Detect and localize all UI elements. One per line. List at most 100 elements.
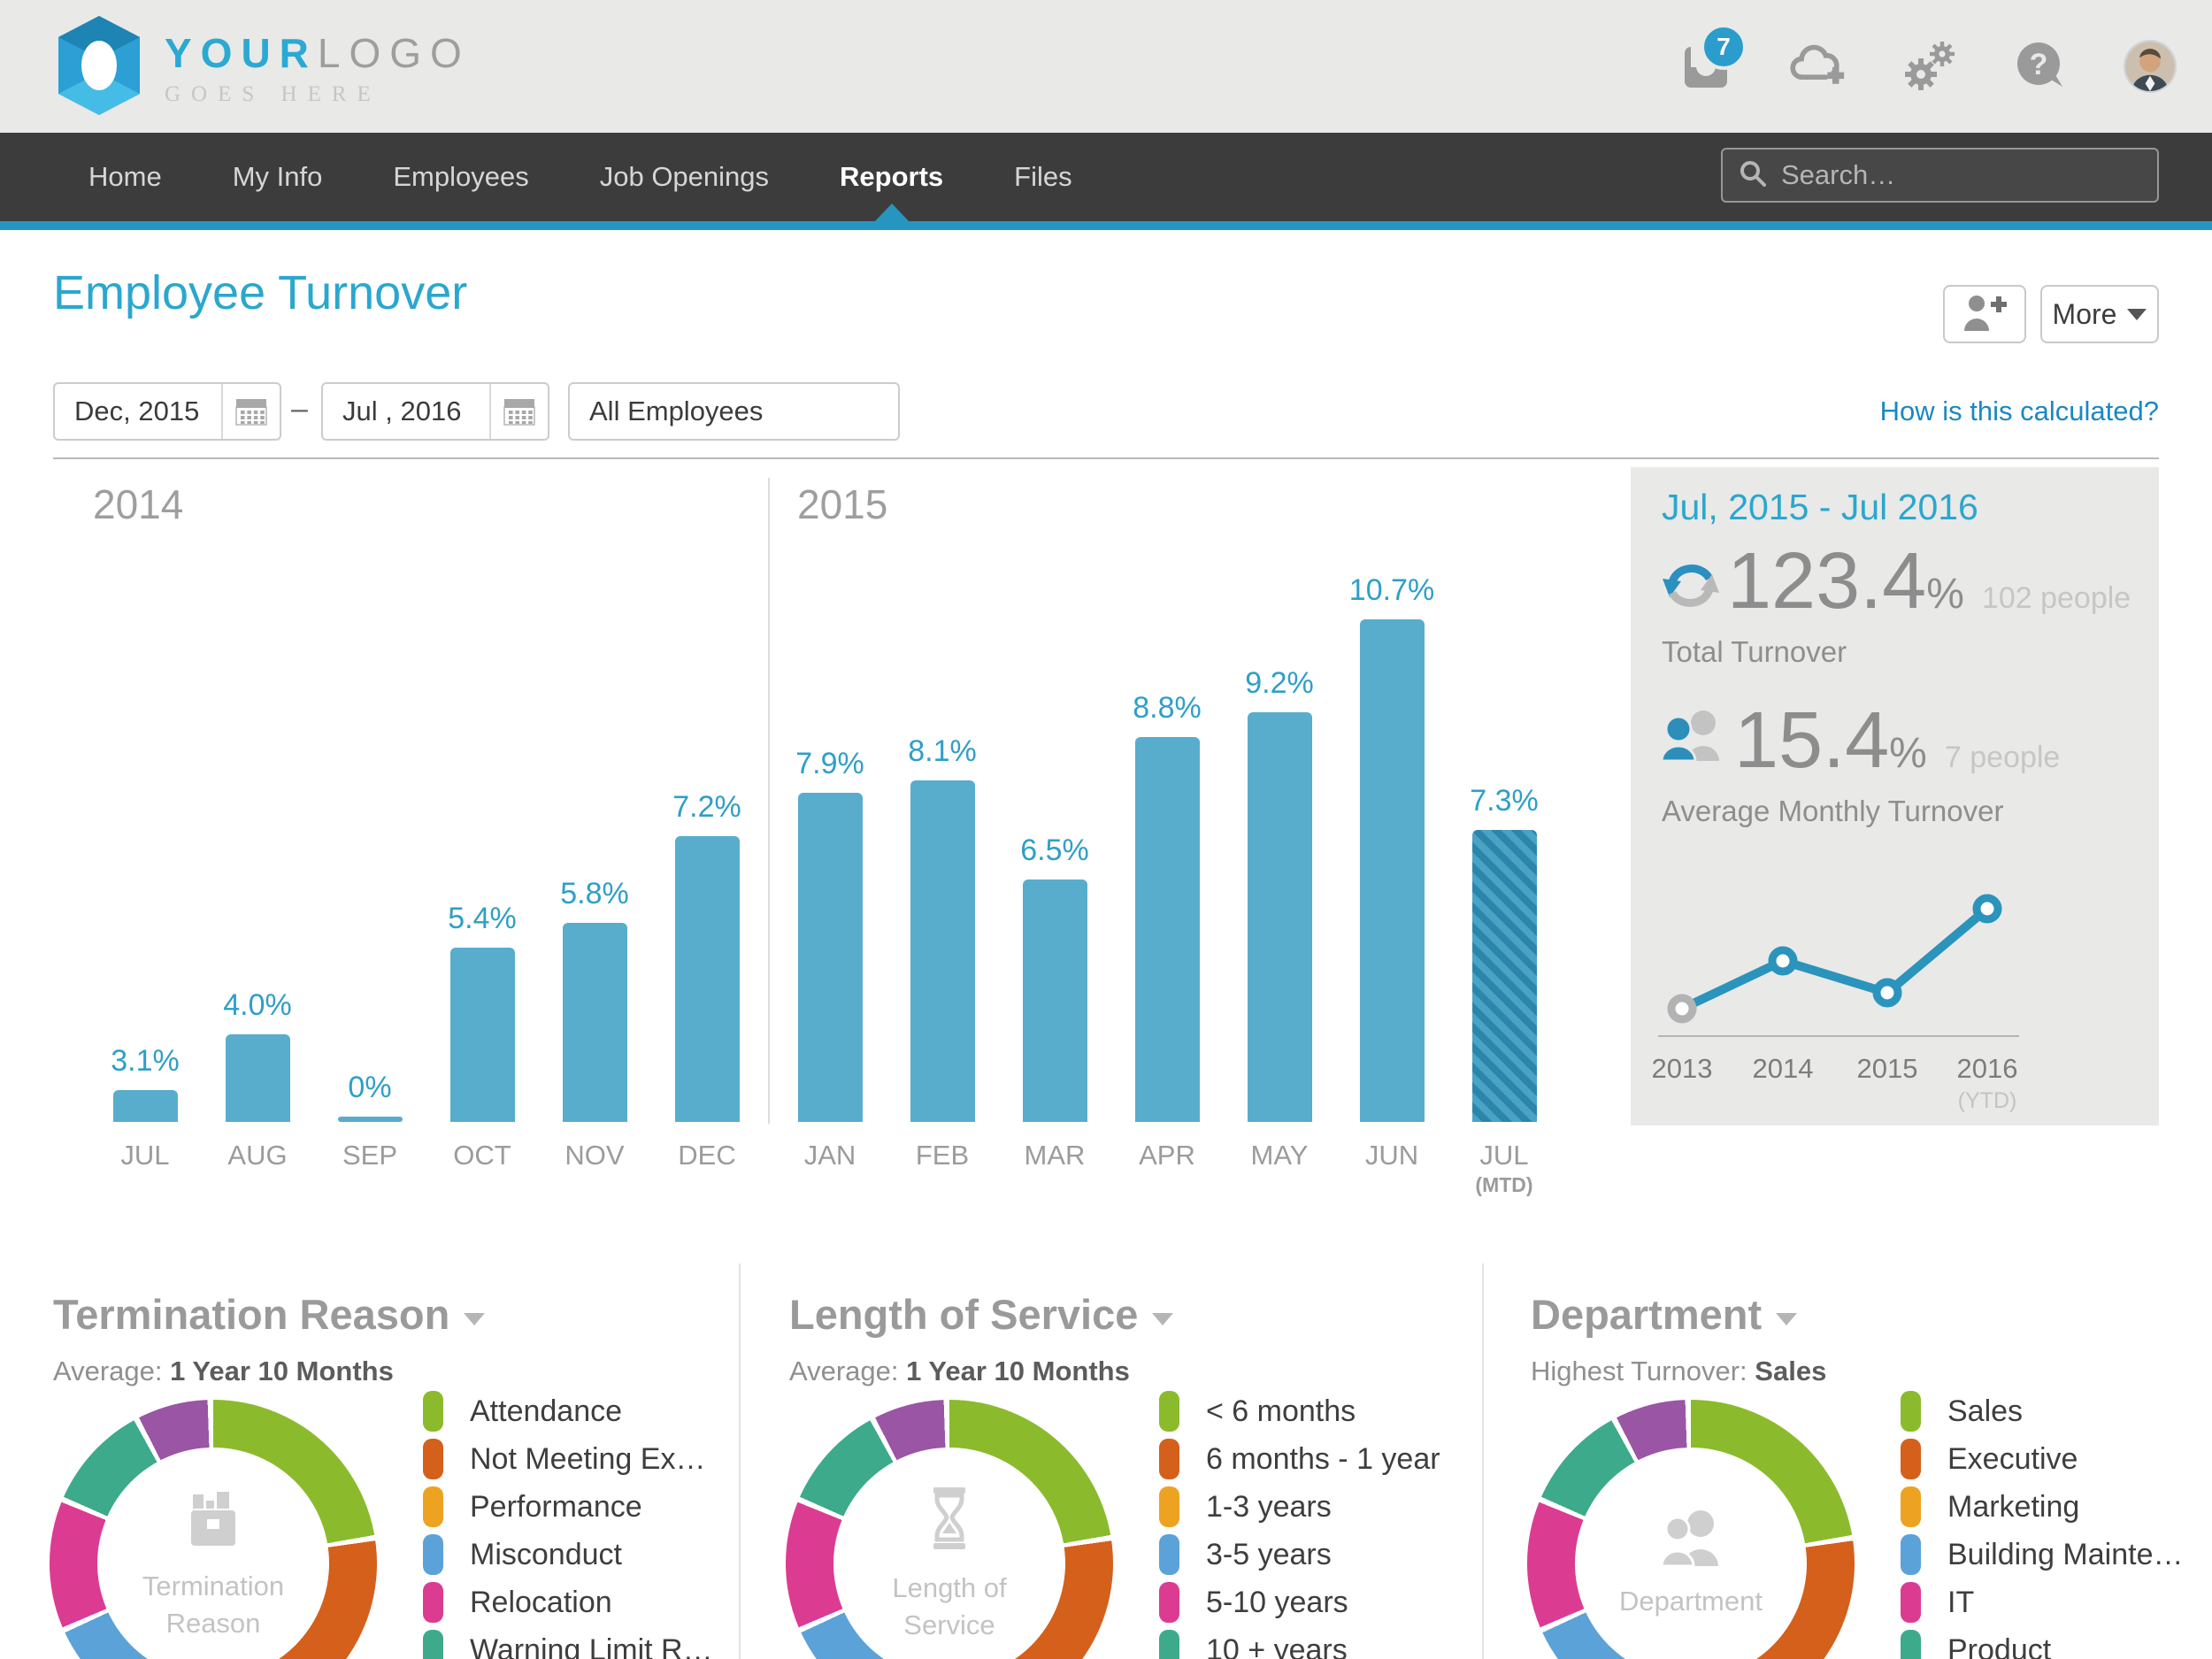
department-donut[interactable]: Department [1527, 1400, 1855, 1659]
header-icon-row: 7 [1678, 0, 2177, 133]
length-of-service-donut[interactable]: Length of Service [786, 1400, 1113, 1659]
legend-label: Product [1947, 1632, 2052, 1659]
year-label-2015: 2015 [797, 481, 888, 527]
bar-oct[interactable] [449, 948, 515, 1122]
bar-jul[interactable] [112, 1090, 178, 1122]
legend-item[interactable]: 10 + years [1159, 1626, 1440, 1659]
bar-dec[interactable] [674, 836, 740, 1122]
add-person-button[interactable] [1943, 285, 2026, 343]
main-nav: Home My Info Employees Job Openings Reports F… [0, 133, 2212, 221]
inbox-icon[interactable]: 7 [1678, 24, 1747, 95]
legend-label: Relocation [470, 1585, 612, 1619]
active-tab-pointer [874, 204, 909, 221]
nav-item-my-info[interactable]: My Info [232, 161, 323, 192]
search-icon [1739, 159, 1767, 192]
bar-jun[interactable] [1359, 619, 1425, 1122]
year-label-2014: 2014 [93, 481, 184, 527]
bar-aug[interactable] [225, 1034, 290, 1122]
termination-reason-average: Average: 1 Year 10 Months [53, 1356, 394, 1386]
legend-item[interactable]: Marketing [1901, 1483, 2183, 1531]
length-of-service-title[interactable]: Length of Service [789, 1290, 1174, 1339]
people-icon [1660, 708, 1725, 765]
legend-label: 1-3 years [1206, 1489, 1332, 1524]
bar-month-label: APR [1139, 1140, 1195, 1171]
legend-item[interactable]: Not Meeting Ex… [423, 1435, 713, 1483]
legend-item[interactable]: Product [1901, 1626, 2183, 1659]
nav-item-employees[interactable]: Employees [393, 161, 529, 192]
date-range-dash: – [291, 392, 308, 426]
legend-label: Attendance [470, 1394, 623, 1428]
company-logo[interactable]: YOURLOGO GOES HERE [53, 14, 471, 121]
summary-date-range: Jul, 2015 - Jul 2016 [1662, 487, 1978, 527]
legend-item[interactable]: 6 months - 1 year [1159, 1435, 1440, 1483]
legend-item[interactable]: Relocation [423, 1578, 713, 1626]
calendar-icon[interactable] [489, 384, 548, 439]
donut-center-label: Termination Reason [142, 1570, 285, 1639]
section-divider [739, 1263, 741, 1659]
date-from-field[interactable]: Dec, 2015 [53, 382, 281, 441]
legend-item[interactable]: 3-5 years [1159, 1531, 1440, 1578]
section-divider [1482, 1263, 1484, 1659]
year-divider-line [768, 478, 770, 1124]
bar-nov[interactable] [562, 923, 627, 1122]
chevron-down-icon [1152, 1312, 1174, 1325]
bar-feb[interactable] [910, 780, 975, 1122]
legend-swatch-green [1901, 1391, 1921, 1432]
more-button[interactable]: More [2040, 285, 2159, 343]
department-people-icon [1655, 1508, 1727, 1571]
hourglass-icon [921, 1484, 978, 1557]
legend-swatch-amber [423, 1486, 443, 1527]
cloud-add-icon[interactable] [1789, 38, 1846, 95]
nav-item-job-openings[interactable]: Job Openings [599, 161, 770, 192]
date-to-field[interactable]: Jul , 2016 [321, 382, 549, 441]
bar-month-label: OCT [453, 1140, 511, 1171]
legend-item[interactable]: 1-3 years [1159, 1483, 1440, 1531]
calendar-icon[interactable] [221, 384, 280, 439]
bar-value-label: 5.4% [448, 902, 517, 935]
legend-item[interactable]: 5-10 years [1159, 1578, 1440, 1626]
termination-reason-donut[interactable]: Termination Reason [50, 1400, 377, 1659]
legend-swatch-green [1159, 1391, 1179, 1432]
employee-filter-select[interactable]: All Employees [568, 382, 900, 441]
bar-may[interactable] [1247, 712, 1312, 1122]
termination-reason-title[interactable]: Termination Reason [53, 1290, 486, 1339]
settings-gears-icon[interactable] [1901, 38, 1957, 95]
legend-swatch-teal [1159, 1630, 1179, 1659]
bar-month-label: MAR [1024, 1140, 1086, 1171]
legend-label: Marketing [1947, 1489, 2080, 1524]
legend-label: Warning Limit R… [470, 1632, 713, 1659]
donut-center-label: Length of Service [892, 1571, 1007, 1640]
total-turnover-stat: 123.4 % 102 people [1727, 537, 2131, 626]
bar-sep[interactable] [337, 1117, 403, 1122]
user-avatar[interactable] [2124, 40, 2177, 93]
bar-jul-mtd[interactable] [1471, 830, 1537, 1122]
bar-jan[interactable] [797, 793, 863, 1122]
global-search[interactable] [1721, 148, 2159, 203]
avg-monthly-turnover-stat: 15.4 % 7 people [1734, 696, 2061, 785]
legend-label: Misconduct [470, 1537, 622, 1571]
legend-item[interactable]: Attendance [423, 1387, 713, 1435]
legend-item[interactable]: Building Mainte… [1901, 1531, 2183, 1578]
help-icon[interactable]: ? [2012, 38, 2069, 95]
how-calculated-link[interactable]: How is this calculated? [1879, 396, 2159, 426]
nav-item-home[interactable]: Home [88, 161, 162, 192]
search-input[interactable] [1779, 158, 2137, 192]
bar-value-label: 10.7% [1348, 573, 1435, 607]
legend-item[interactable]: Performance [423, 1483, 713, 1531]
legend-item[interactable]: Warning Limit R… [423, 1626, 713, 1659]
nav-item-files[interactable]: Files [1014, 161, 1072, 192]
bar-month-label: JUL [120, 1140, 170, 1171]
bar-month-label: FEB [915, 1140, 970, 1171]
legend-item[interactable]: IT [1901, 1578, 2183, 1626]
legend-item[interactable]: Sales [1901, 1387, 2183, 1435]
add-person-icon [1961, 294, 2008, 335]
legend-item[interactable]: < 6 months [1159, 1387, 1440, 1435]
bar-mar[interactable] [1022, 879, 1087, 1122]
nav-item-reports[interactable]: Reports [840, 161, 944, 192]
bar-apr[interactable] [1134, 737, 1200, 1122]
chevron-down-icon [1776, 1312, 1798, 1325]
total-turnover-value: 123.4 [1727, 537, 1927, 626]
department-title[interactable]: Department [1531, 1290, 1798, 1339]
legend-item[interactable]: Misconduct [423, 1531, 713, 1578]
legend-item[interactable]: Executive [1901, 1435, 2183, 1483]
